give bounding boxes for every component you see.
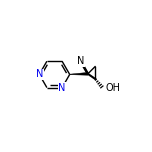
Text: N: N [36, 69, 43, 79]
Text: N: N [77, 56, 85, 66]
Polygon shape [70, 73, 88, 75]
Text: OH: OH [105, 83, 121, 93]
Text: N: N [58, 83, 66, 93]
